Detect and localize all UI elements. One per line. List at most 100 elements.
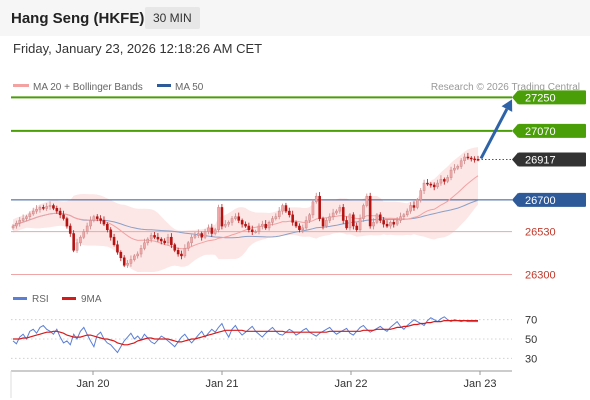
main-plot-area: 27250 27070 26917 26700 26530 26300 (11, 90, 586, 282)
candle-body (372, 222, 375, 227)
candle-body (230, 218, 234, 223)
candle-body (163, 240, 166, 244)
candle-body (99, 218, 102, 221)
candle-body (173, 244, 177, 251)
candle-body (143, 242, 146, 249)
price-label-pointer-27250 (512, 90, 518, 105)
x-tick-label: Jan 20 (76, 378, 109, 390)
candle-body (453, 167, 456, 171)
candle-body (203, 231, 207, 238)
candle-body (58, 210, 62, 216)
bollinger-band (13, 147, 478, 273)
candle-body (250, 229, 254, 232)
price-label-26917: 26917 (525, 154, 556, 166)
candle-body (119, 251, 123, 259)
candle-body (122, 257, 126, 266)
candle-body (159, 238, 163, 242)
candle-body (348, 214, 352, 229)
candle-body (149, 235, 153, 240)
candle-body (473, 158, 476, 161)
candle-body (432, 184, 436, 188)
ma50-legend-swatch (157, 84, 171, 87)
interval-button[interactable]: 30 MIN (145, 7, 200, 29)
candle-body (136, 253, 139, 257)
candle-body (166, 236, 170, 244)
candle-body (28, 213, 32, 217)
price-label-pointer-26700 (512, 192, 518, 207)
candle-body (412, 205, 416, 208)
ma20-legend-swatch (13, 84, 29, 87)
candle-body (62, 214, 65, 219)
candle-body (456, 166, 460, 169)
candle-body (197, 233, 200, 236)
candle-body (21, 218, 25, 221)
candle-body (436, 182, 439, 188)
candle-body (92, 216, 96, 221)
candle-body (449, 169, 453, 178)
candle-body (277, 210, 281, 217)
candle-body (463, 156, 466, 161)
candle-body (416, 199, 419, 208)
candle-body (18, 220, 22, 224)
candle-body (419, 190, 423, 201)
price-label-26530: 26530 (525, 227, 556, 239)
candle-body (65, 218, 69, 227)
candle-body (281, 205, 284, 212)
candle-body (318, 195, 321, 219)
rsi-tick-30: 30 (525, 353, 537, 365)
price-label-27070: 27070 (525, 126, 556, 138)
candle-body (244, 223, 247, 227)
ma9-legend-label: 9MA (81, 294, 102, 305)
candle-body (176, 250, 180, 255)
candle-body (234, 216, 237, 219)
candle-body (254, 231, 257, 233)
candle-body (102, 220, 106, 225)
rsi-line (12, 316, 478, 354)
candle-body (237, 216, 241, 221)
candle-body (257, 225, 261, 232)
candle-body (153, 235, 156, 238)
candle-body (392, 222, 396, 225)
candle-body (223, 223, 227, 227)
candle-body (25, 216, 28, 219)
candle-body (52, 205, 55, 209)
candle-body (378, 214, 382, 221)
candle-body (200, 233, 204, 238)
price-label-26700: 26700 (525, 195, 556, 207)
candle-body (399, 216, 402, 221)
candle-body (274, 216, 278, 219)
candle-body (409, 205, 412, 212)
projection-arrow-shaft (479, 108, 509, 160)
candle-body (395, 220, 399, 225)
price-label-box-27070 (518, 123, 586, 138)
price-label-26300: 26300 (525, 270, 556, 282)
candle-body (156, 236, 160, 240)
candle-body (213, 229, 217, 234)
candle-body (271, 218, 274, 223)
candle-body (82, 231, 86, 238)
chart-datetime: Friday, January 23, 2026 12:18:26 AM CET (13, 41, 263, 56)
candle-body (247, 225, 251, 230)
candle-body (385, 223, 389, 227)
candle-body (338, 207, 342, 212)
candle-body (352, 214, 355, 227)
candle-body (382, 220, 385, 225)
candle-body (31, 210, 35, 215)
instrument-title: Hang Seng (HKFE) (11, 10, 145, 27)
ma9-legend-swatch (62, 297, 76, 300)
candle-body (170, 236, 173, 245)
candle-body (79, 236, 82, 244)
candle-body (112, 236, 116, 245)
candle-body (116, 244, 119, 253)
candle-body (15, 222, 18, 227)
candle-body (402, 214, 406, 217)
candle-body (227, 222, 230, 225)
attribution: Research © 2026 Trading Central (431, 82, 580, 93)
candle-body (328, 216, 332, 221)
candle-body (75, 242, 79, 251)
candle-body (358, 218, 362, 231)
candle-body (48, 205, 52, 207)
candle-body (308, 214, 311, 221)
price-label-27250: 27250 (525, 92, 556, 104)
